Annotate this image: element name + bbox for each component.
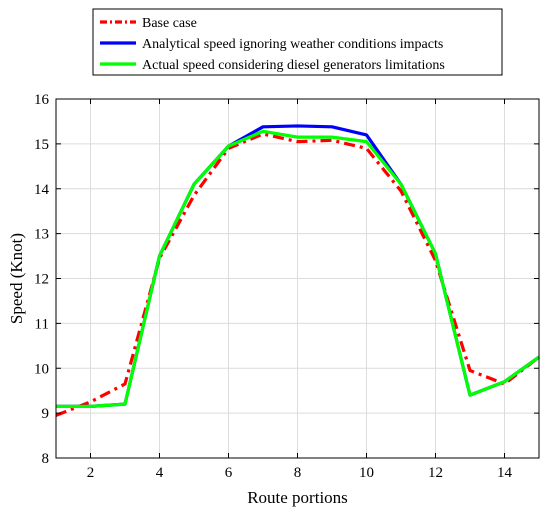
x-tick-label: 6 bbox=[225, 465, 233, 481]
y-tick-label: 14 bbox=[34, 182, 50, 198]
x-tick-label: 8 bbox=[294, 465, 302, 481]
x-axis-title: Route portions bbox=[247, 488, 348, 507]
legend-label-0: Base case bbox=[142, 16, 197, 31]
series-lines bbox=[55, 124, 540, 417]
y-tick-label: 11 bbox=[35, 316, 49, 332]
series-line-0 bbox=[55, 132, 540, 417]
x-tick-label: 4 bbox=[156, 465, 164, 481]
series-line-2 bbox=[56, 129, 540, 408]
y-tick-label: 15 bbox=[34, 137, 49, 153]
y-axis-title: Speed (Knot) bbox=[7, 233, 26, 324]
legend-label-1: Analytical speed ignoring weather condit… bbox=[142, 37, 443, 52]
legend: Base case Analytical speed ignoring weath… bbox=[92, 8, 503, 76]
y-tick-label: 10 bbox=[34, 361, 49, 377]
grid-lines bbox=[56, 99, 539, 458]
legend-label-2: Actual speed considering diesel generato… bbox=[142, 58, 445, 73]
y-tick-label: 12 bbox=[34, 272, 49, 288]
legend-box bbox=[92, 8, 503, 76]
y-tick-label: 16 bbox=[34, 92, 50, 108]
x-tick-label: 14 bbox=[497, 465, 513, 481]
x-tick-label: 10 bbox=[359, 465, 374, 481]
x-tick-label: 12 bbox=[428, 465, 443, 481]
y-tick-label: 13 bbox=[34, 227, 49, 243]
y-tick-label: 8 bbox=[42, 451, 50, 467]
x-tick-label: 2 bbox=[87, 465, 95, 481]
y-tick-label: 9 bbox=[42, 406, 50, 422]
axis-ticks: 2 4 6 8 10 12 14 8 9 10 11 12 13 14 15 16 bbox=[34, 92, 539, 481]
